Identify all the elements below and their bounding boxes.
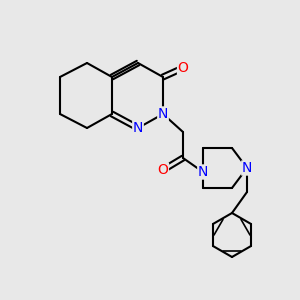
Text: N: N	[242, 161, 252, 175]
Text: N: N	[158, 107, 168, 121]
Text: N: N	[133, 121, 143, 135]
Text: O: O	[178, 61, 188, 75]
Text: O: O	[158, 163, 168, 177]
Text: N: N	[198, 165, 208, 179]
